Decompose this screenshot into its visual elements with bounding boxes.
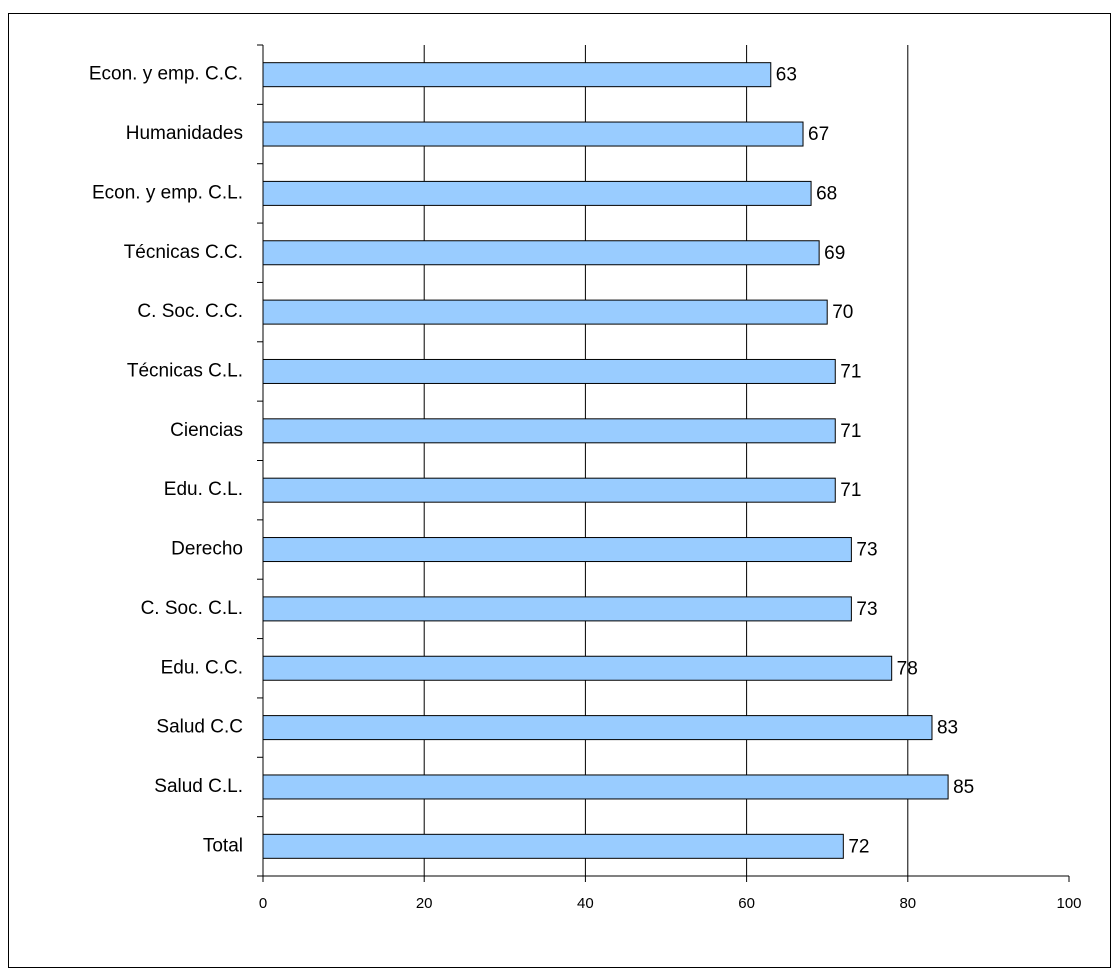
bar [262, 537, 852, 563]
value-label: 71 [840, 421, 861, 442]
y-tick-label: Econ. y emp. C.L. [92, 182, 243, 203]
x-tick-label: 100 [1056, 895, 1081, 912]
bar [262, 299, 828, 325]
y-tick-label: Edu. C.C. [161, 657, 243, 678]
y-tick-label: Ciencias [170, 420, 243, 441]
x-tick-label: 40 [577, 895, 594, 912]
value-label: 72 [848, 836, 869, 857]
bar [262, 62, 772, 88]
y-tick-label: C. Soc. C.C. [137, 301, 243, 322]
x-tick-label: 80 [899, 895, 916, 912]
bar [262, 418, 836, 444]
bar [262, 774, 949, 800]
value-label: 63 [776, 65, 797, 86]
y-tick-label: Técnicas C.L. [127, 360, 243, 381]
y-tick-label: Derecho [171, 539, 243, 560]
y-tick-label: C. Soc. C.L. [141, 598, 243, 619]
value-label: 78 [897, 658, 918, 679]
bar [262, 833, 844, 859]
bar [262, 655, 893, 681]
value-label: 71 [840, 480, 861, 501]
value-label: 67 [808, 124, 829, 145]
value-label: 69 [824, 243, 845, 264]
bar [262, 596, 852, 622]
bar [262, 121, 804, 147]
bar [262, 240, 820, 266]
y-tick-label: Econ. y emp. C.C. [89, 64, 243, 85]
y-tick-label: Edu. C.L. [164, 479, 243, 500]
value-label: 70 [832, 302, 853, 323]
bar [262, 715, 933, 741]
y-tick-label: Salud C.L. [154, 776, 243, 797]
x-tick-label: 20 [416, 895, 433, 912]
y-tick-label: Salud C.C [156, 717, 243, 738]
bar [262, 180, 812, 206]
y-tick-label: Total [203, 835, 243, 856]
x-tick-label: 60 [738, 895, 755, 912]
value-label: 71 [840, 361, 861, 382]
y-tick-label: Técnicas C.C. [124, 242, 243, 263]
value-label: 85 [953, 777, 974, 798]
bar [262, 358, 836, 384]
value-label: 68 [816, 183, 837, 204]
value-label: 83 [937, 718, 958, 739]
value-label: 73 [856, 540, 877, 561]
x-tick-label: 0 [259, 895, 267, 912]
bar [262, 477, 836, 503]
value-label: 73 [856, 599, 877, 620]
y-tick-label: Humanidades [126, 123, 243, 144]
